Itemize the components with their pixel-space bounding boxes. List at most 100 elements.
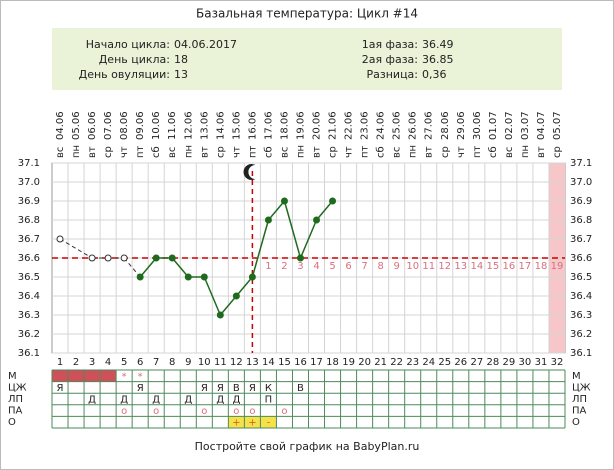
date: 20.06 bbox=[312, 111, 323, 140]
temp-segment bbox=[251, 219, 270, 278]
weekday: ср bbox=[440, 146, 451, 158]
row-entry: o bbox=[121, 406, 127, 417]
moon-icon bbox=[243, 164, 256, 180]
x-tick-label: 25 bbox=[438, 357, 451, 368]
date: 01.07 bbox=[488, 111, 499, 140]
weekday: вт bbox=[312, 146, 323, 158]
row-fill bbox=[244, 416, 261, 428]
weekday: вс bbox=[392, 147, 403, 158]
temp-point bbox=[329, 197, 337, 205]
date: 22.06 bbox=[344, 111, 355, 140]
weekday: чт bbox=[119, 146, 130, 158]
date: 12.06 bbox=[183, 111, 194, 140]
luteal-day-label: 11 bbox=[422, 261, 435, 272]
info-label: 1ая фаза: bbox=[362, 38, 418, 51]
temp-segment bbox=[299, 219, 318, 259]
luteal-day-label: 15 bbox=[486, 261, 499, 272]
luteal-day-label: 9 bbox=[393, 261, 399, 272]
weekday: сб bbox=[263, 146, 274, 158]
weekday: сб bbox=[151, 146, 162, 158]
x-tick-label: 2 bbox=[73, 357, 79, 368]
date: 25.06 bbox=[392, 111, 403, 140]
x-tick-label: 21 bbox=[374, 357, 387, 368]
x-tick-label: 22 bbox=[390, 357, 403, 368]
row-entry: Я bbox=[217, 383, 224, 394]
row-entry: Я bbox=[249, 383, 256, 394]
row-label-right: ПА bbox=[572, 406, 587, 417]
y-tick-label: 36.2 bbox=[18, 329, 40, 340]
info-value: 04.06.2017 bbox=[174, 38, 237, 51]
x-tick-label: 29 bbox=[503, 357, 516, 368]
luteal-day-label: 8 bbox=[377, 261, 383, 272]
luteal-day-label: 3 bbox=[297, 261, 303, 272]
x-tick-label: 12 bbox=[230, 357, 243, 368]
weekday: ср bbox=[215, 146, 226, 158]
y-tick-label-right: 36.7 bbox=[570, 234, 592, 245]
x-tick-label: 13 bbox=[246, 357, 259, 368]
date: 04.06 bbox=[55, 111, 66, 140]
info-value: 18 bbox=[174, 53, 188, 66]
x-tick-label: 5 bbox=[121, 357, 127, 368]
weekday: ср bbox=[328, 146, 339, 158]
date: 21.06 bbox=[328, 111, 339, 140]
row-label-right: ЛП bbox=[572, 394, 587, 405]
x-tick-label: 7 bbox=[153, 357, 159, 368]
y-tick-label-right: 36.6 bbox=[570, 253, 592, 264]
temp-point bbox=[120, 254, 128, 262]
row-fill bbox=[260, 416, 277, 428]
weekday: пт bbox=[135, 145, 146, 158]
date: 06.06 bbox=[87, 111, 98, 140]
date: 23.06 bbox=[360, 111, 371, 140]
luteal-day-label: 1 bbox=[265, 261, 271, 272]
weekday: пн bbox=[183, 145, 194, 158]
date: 19.06 bbox=[295, 111, 306, 140]
weekday: вт bbox=[199, 146, 210, 158]
row-entry: П bbox=[265, 395, 273, 406]
y-tick-label: 36.3 bbox=[18, 310, 40, 321]
weekday: чт bbox=[231, 146, 242, 158]
luteal-day-label: 17 bbox=[519, 261, 532, 272]
luteal-day-label: 12 bbox=[438, 261, 451, 272]
weekday: пт bbox=[472, 145, 483, 158]
x-tick-label: 9 bbox=[185, 357, 191, 368]
x-tick-label: 11 bbox=[214, 357, 227, 368]
date: 15.06 bbox=[231, 111, 242, 140]
row-entry: Я bbox=[57, 383, 64, 394]
info-label: 2ая фаза: bbox=[362, 53, 418, 66]
row-entry: Д bbox=[120, 395, 128, 406]
y-tick-label-right: 36.9 bbox=[570, 196, 592, 207]
y-tick-label: 36.4 bbox=[18, 291, 40, 302]
info-label: День овуляции: bbox=[79, 68, 170, 81]
x-tick-label: 32 bbox=[551, 357, 564, 368]
temp-segment bbox=[203, 276, 222, 316]
info-value: 36.49 bbox=[422, 38, 454, 51]
temp-point bbox=[168, 254, 176, 262]
date: 05.06 bbox=[71, 111, 82, 140]
info-label: Начало цикла: bbox=[86, 38, 170, 51]
y-tick-label: 36.7 bbox=[18, 234, 40, 245]
y-tick-label-right: 36.8 bbox=[570, 215, 592, 226]
temp-point bbox=[184, 273, 192, 281]
date: 29.06 bbox=[456, 111, 467, 140]
row-entry: * bbox=[138, 371, 143, 382]
row-label-right: О bbox=[572, 417, 580, 428]
temp-point bbox=[56, 235, 64, 243]
row-label-right: ЦЖ bbox=[572, 382, 591, 393]
date: 18.06 bbox=[279, 111, 290, 140]
temp-segment bbox=[283, 200, 302, 259]
luteal-day-label: 2 bbox=[281, 261, 287, 272]
y-tick-label-right: 36.1 bbox=[570, 348, 592, 359]
row-entry: Д bbox=[232, 395, 240, 406]
date: 02.07 bbox=[504, 111, 515, 140]
row-entry: Д bbox=[88, 395, 96, 406]
row-label-right: М bbox=[572, 371, 581, 382]
y-tick-label: 36.1 bbox=[18, 348, 40, 359]
row-label: ПА bbox=[8, 406, 23, 417]
weekday: вт bbox=[87, 146, 98, 158]
row-entry: * bbox=[122, 371, 127, 382]
luteal-day-label: 18 bbox=[535, 261, 548, 272]
row-entry: Д bbox=[216, 395, 224, 406]
date: 16.06 bbox=[247, 111, 258, 140]
temp-point bbox=[136, 273, 144, 281]
